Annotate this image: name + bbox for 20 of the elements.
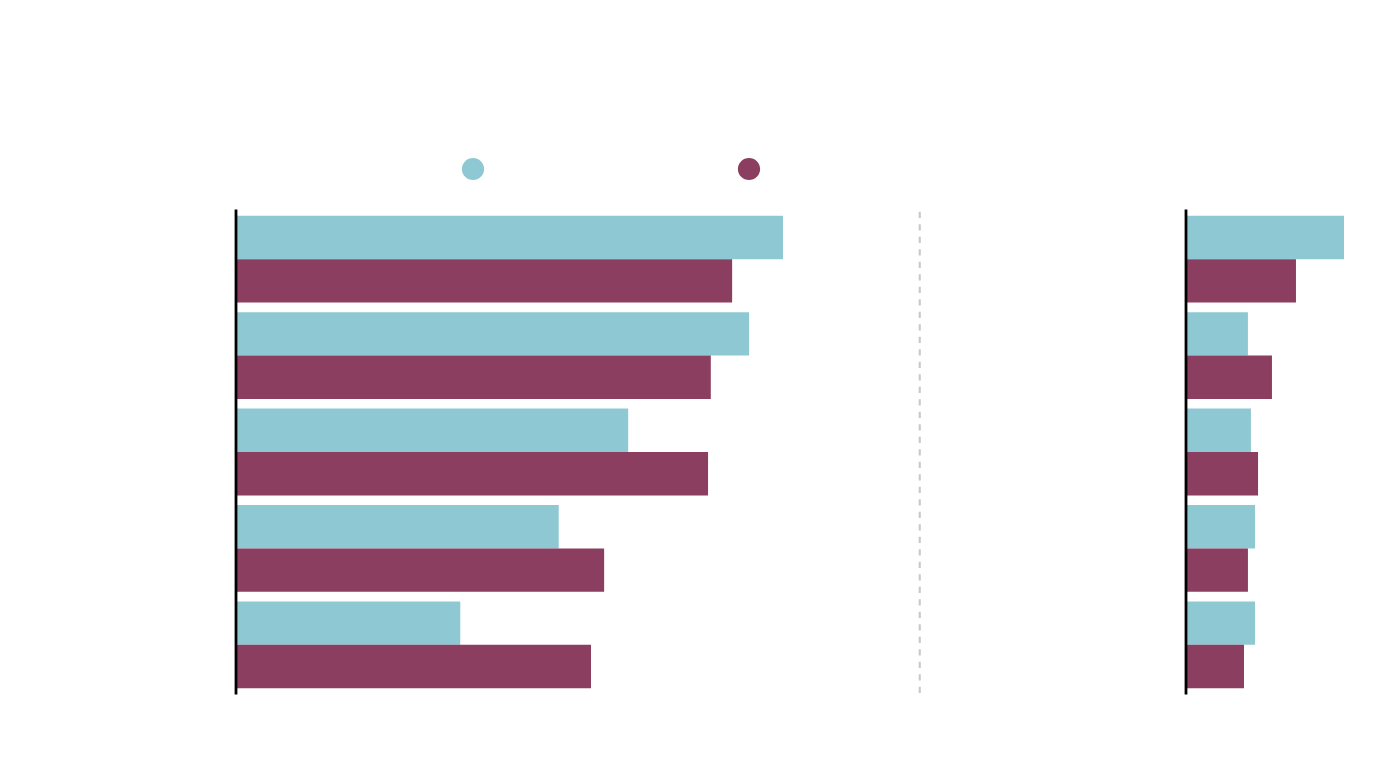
bar [1186, 644, 1244, 689]
bar [236, 452, 709, 496]
bar [1186, 408, 1251, 452]
bar [1186, 355, 1272, 399]
bar [236, 355, 711, 399]
bar [1186, 548, 1248, 592]
bar [236, 548, 605, 592]
bar [236, 644, 591, 689]
bar [1186, 601, 1256, 645]
bar [236, 408, 629, 452]
bar [236, 312, 750, 356]
bar [236, 259, 733, 303]
bar [1186, 452, 1259, 496]
bar [1186, 259, 1296, 303]
bar [236, 601, 461, 645]
bar [236, 215, 783, 260]
bar [1186, 215, 1344, 260]
bar [1186, 505, 1256, 549]
bar [1186, 312, 1248, 356]
bar [236, 505, 559, 549]
